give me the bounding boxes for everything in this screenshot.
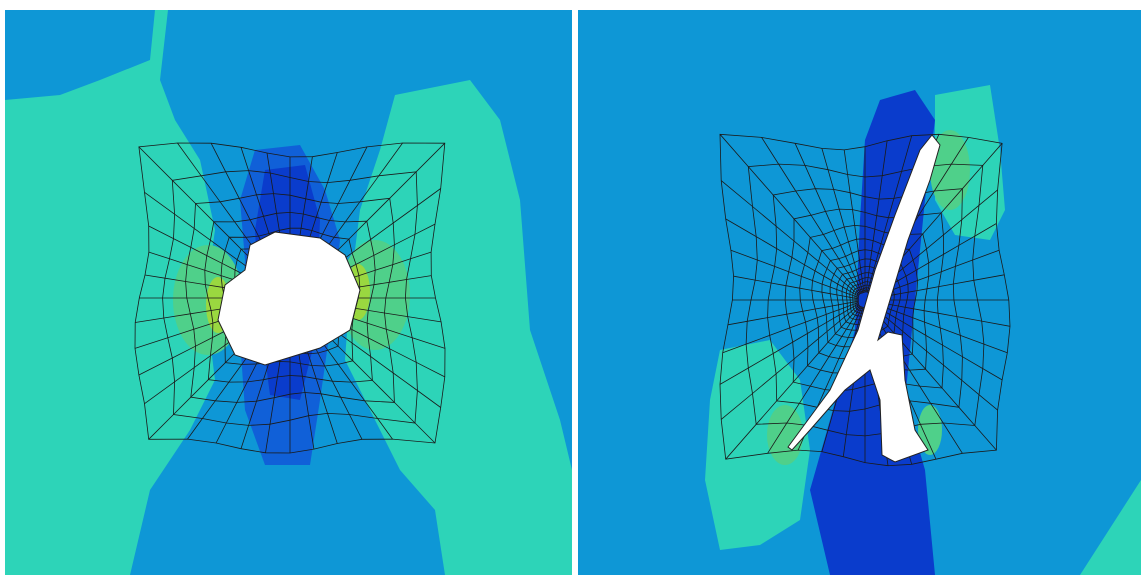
mesh-spoke	[843, 149, 865, 293]
mesh-spoke	[733, 275, 859, 300]
mesh-spoke	[794, 143, 863, 294]
mesh-spoke	[866, 135, 913, 293]
mesh-spoke	[761, 137, 862, 294]
mesh-spoke	[727, 300, 859, 326]
contour-cyan	[5, 10, 215, 575]
mesh-spoke	[821, 307, 864, 452]
mesh-spoke	[719, 303, 859, 385]
mesh-spoke	[720, 304, 860, 420]
mesh-spoke	[722, 302, 859, 354]
mesh-spoke	[730, 249, 859, 298]
hole	[217, 231, 361, 366]
mesh-spoke	[719, 134, 860, 295]
mesh-spoke	[797, 306, 863, 451]
mesh-spoke	[725, 218, 859, 297]
contour-cyan	[345, 80, 572, 575]
mesh-spoke	[865, 140, 888, 292]
right-panel	[578, 10, 1141, 575]
contour-cyan	[1080, 480, 1141, 575]
mesh-spoke	[767, 306, 862, 454]
contour-green	[767, 405, 803, 465]
mesh-spoke	[821, 148, 864, 293]
mesh-spoke	[720, 180, 860, 296]
crack	[787, 134, 941, 463]
mesh-spoke	[725, 305, 861, 460]
left-panel	[5, 10, 572, 575]
contour-green	[918, 405, 942, 455]
